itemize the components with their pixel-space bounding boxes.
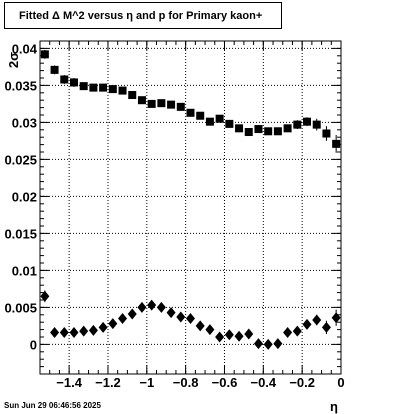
data-point-diamond (312, 314, 322, 326)
data-point-diamond (283, 327, 293, 339)
data-point-diamond (147, 299, 157, 311)
y-tick-label: 0.01 (12, 263, 37, 278)
data-point-square (50, 65, 59, 74)
data-point-square (137, 96, 146, 105)
data-point-diamond (108, 318, 118, 330)
x-tick-label: −0.8 (173, 375, 199, 390)
data-point-diamond (166, 307, 176, 319)
y-tick-label: 0.035 (4, 78, 37, 93)
chart-title: Fitted Δ M^2 versus η and p for Primary … (4, 2, 282, 29)
data-point-square (69, 78, 78, 87)
data-point-square (322, 129, 331, 138)
data-point-square (89, 83, 98, 92)
y-axis-label: 2σ (6, 52, 21, 68)
data-point-diamond (302, 318, 312, 330)
data-point-diamond (292, 325, 302, 337)
data-point-square (79, 82, 88, 91)
data-point-diamond (176, 311, 186, 323)
tick-layer: −1.4 −1.2 −1 −0.8 −0.6 −0.4 −0.2 0 0 0.005 0.01 0.0… (4, 40, 345, 390)
data-point-diamond (273, 338, 283, 350)
data-point-diamond (79, 325, 89, 337)
grid-layer (40, 41, 341, 374)
data-point-square (225, 119, 234, 128)
data-point-square (40, 50, 49, 59)
x-tick-label: −1.4 (56, 375, 82, 390)
data-point-square (118, 86, 127, 95)
y-tick-label: 0.03 (12, 115, 37, 130)
data-point-square (244, 128, 253, 137)
y-tick-label: 0 (30, 337, 37, 352)
data-point-square (167, 100, 176, 109)
data-layer (40, 49, 341, 350)
data-point-diamond (186, 313, 195, 324)
data-point-square (332, 139, 341, 148)
y-tick-label: 0.025 (4, 152, 37, 167)
data-point-diamond (156, 301, 166, 313)
plot-frame (39, 40, 342, 375)
x-axis-label: η (330, 399, 338, 414)
y-tick-label: 0.015 (4, 226, 37, 241)
data-point-square (205, 117, 214, 126)
data-point-diamond (59, 327, 69, 339)
x-tick-label: 0 (337, 375, 344, 390)
data-point-square (264, 127, 273, 136)
data-point-square (273, 127, 282, 136)
x-tick-label: −0.6 (212, 375, 238, 390)
data-point-diamond (50, 327, 60, 339)
data-point-square (99, 83, 108, 92)
data-point-square (147, 99, 156, 108)
data-point-diamond (253, 338, 263, 350)
data-point-diamond (244, 328, 254, 340)
data-point-diamond (215, 331, 225, 343)
y-tick-label: 0.02 (12, 189, 37, 204)
data-point-square (196, 111, 205, 120)
data-point-square (235, 124, 244, 133)
data-point-diamond (195, 320, 205, 332)
data-point-square (128, 91, 137, 100)
x-tick-label: −0.2 (289, 375, 315, 390)
data-point-diamond (234, 330, 244, 342)
data-point-square (293, 120, 302, 129)
data-point-square (108, 85, 117, 94)
data-point-diamond (331, 312, 341, 324)
data-point-diamond (205, 324, 215, 336)
data-point-diamond (98, 321, 108, 333)
data-point-square (60, 75, 69, 84)
data-point-diamond (40, 290, 50, 302)
x-tick-label: −0.4 (250, 375, 276, 390)
data-point-diamond (127, 308, 137, 320)
data-point-diamond (224, 329, 234, 341)
data-point-diamond (118, 313, 128, 324)
y-tick-label: 0.04 (12, 41, 38, 56)
data-point-square (176, 102, 185, 111)
data-point-diamond (137, 301, 147, 313)
data-point-square (254, 125, 263, 134)
data-point-square (303, 117, 312, 126)
x-tick-label: −1 (139, 375, 154, 390)
x-tick-label: −1.2 (95, 375, 121, 390)
data-point-square (283, 124, 292, 133)
data-point-square (312, 120, 321, 129)
data-point-diamond (88, 324, 98, 336)
data-point-diamond (69, 327, 79, 339)
data-point-square (186, 108, 195, 117)
data-point-diamond (263, 338, 273, 350)
data-point-square (215, 114, 224, 123)
y-tick-label: 0.005 (4, 300, 37, 315)
data-point-square (157, 99, 166, 108)
timestamp: Sun Jun 29 06:46:56 2025 (4, 401, 101, 410)
data-point-diamond (321, 321, 331, 333)
